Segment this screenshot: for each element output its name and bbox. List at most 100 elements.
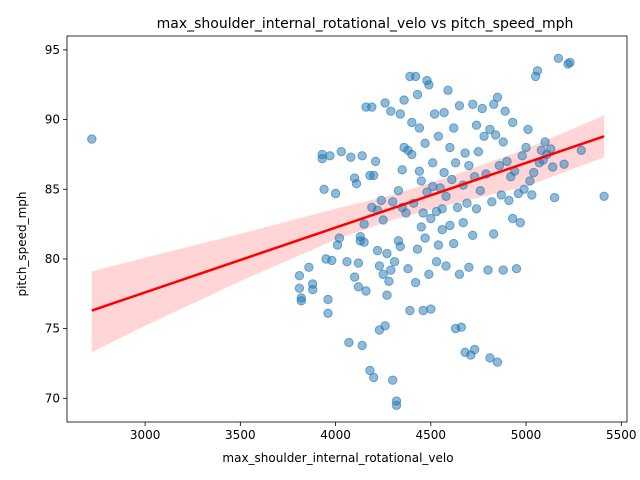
scatter-point	[379, 216, 387, 224]
scatter-point	[526, 177, 534, 185]
scatter-point	[371, 157, 379, 165]
scatter-point	[425, 270, 433, 278]
scatter-point	[343, 258, 351, 266]
scatter-point	[385, 277, 393, 285]
scatter-point	[379, 270, 387, 278]
scatter-point	[305, 263, 313, 271]
x-tick-label: 4000	[320, 428, 351, 442]
scatter-point	[472, 121, 480, 129]
scatter-point	[490, 230, 498, 238]
scatter-point	[566, 58, 574, 66]
scatter-point	[491, 131, 499, 139]
scatter-point	[430, 110, 438, 118]
scatter-point	[434, 241, 442, 249]
scatter-point	[421, 234, 429, 242]
scatter-point	[495, 161, 503, 169]
scatter-point	[463, 199, 471, 207]
scatter-point	[446, 143, 454, 151]
scatter-point	[419, 209, 427, 217]
scatter-point	[503, 157, 511, 165]
scatter-point	[347, 153, 355, 161]
scatter-point	[450, 239, 458, 247]
scatter-point	[415, 124, 423, 132]
x-axis-label: max_shoulder_internal_rotational_velo	[222, 451, 453, 465]
scatter-point	[501, 107, 509, 115]
scatter-point	[484, 266, 492, 274]
scatter-point	[455, 102, 463, 110]
scatter-point	[413, 245, 421, 253]
scatter-point	[427, 305, 435, 313]
scatter-point	[488, 198, 496, 206]
scatter-point	[465, 263, 473, 271]
scatter-point	[370, 171, 378, 179]
scatter-point	[451, 159, 459, 167]
scatter-point	[465, 161, 473, 169]
scatter-point	[427, 214, 435, 222]
scatter-point	[328, 256, 336, 264]
scatter-point	[516, 219, 524, 227]
scatter-point	[368, 103, 376, 111]
scatter-point	[390, 258, 398, 266]
scatter-point	[381, 99, 389, 107]
scatter-point	[381, 322, 389, 330]
scatter-point	[440, 108, 448, 116]
scatter-point	[520, 185, 528, 193]
scatter-point	[377, 196, 385, 204]
scatter-point	[530, 168, 538, 176]
scatter-point	[411, 72, 419, 80]
scatter-point	[455, 270, 463, 278]
scatter-point	[472, 205, 480, 213]
scatter-point	[350, 273, 358, 281]
scatter-point	[469, 231, 477, 239]
scatter-point	[499, 138, 507, 146]
scatter-point	[324, 295, 332, 303]
scatter-point	[389, 376, 397, 384]
scatter-point	[469, 100, 477, 108]
scatter-point	[297, 297, 305, 305]
scatter-point	[476, 187, 484, 195]
scatter-point	[547, 145, 555, 153]
scatter-point	[450, 124, 458, 132]
scatter-point	[480, 132, 488, 140]
scatter-point	[432, 258, 440, 266]
scatter-point	[362, 287, 370, 295]
scatter-point	[396, 242, 404, 250]
scatter-point	[318, 150, 326, 158]
scatter-point	[295, 272, 303, 280]
scatter-point	[493, 93, 501, 101]
y-tick-label: 90	[45, 113, 60, 127]
scatter-point	[438, 205, 446, 213]
scatter-point	[442, 192, 450, 200]
x-axis: 3000 3500 4000 4500 5000 5500	[130, 422, 637, 442]
scatter-point	[387, 266, 395, 274]
scatter-point	[429, 159, 437, 167]
scatter-point	[88, 135, 96, 143]
scatter-point	[438, 226, 446, 234]
scatter-point	[528, 191, 536, 199]
scatter-point	[512, 265, 520, 273]
x-tick-label: 5500	[606, 428, 637, 442]
y-tick-label: 75	[45, 322, 60, 336]
scatter-point	[541, 138, 549, 146]
scatter-point	[478, 104, 486, 112]
scatter-point	[440, 168, 448, 176]
scatter-point	[387, 107, 395, 115]
scatter-point	[413, 90, 421, 98]
scatter-point	[549, 163, 557, 171]
scatter-point	[457, 323, 465, 331]
scatter-point	[358, 341, 366, 349]
scatter-point	[326, 152, 334, 160]
scatter-point	[360, 220, 368, 228]
scatter-point	[550, 193, 558, 201]
scatter-point	[419, 306, 427, 314]
scatter-point	[354, 259, 362, 267]
scatter-point	[389, 198, 397, 206]
scatter-point	[320, 185, 328, 193]
y-axis-label: pitch_speed_mph	[15, 191, 29, 296]
scatter-point	[470, 345, 478, 353]
scatter-point	[505, 196, 513, 204]
chart-title: max_shoulder_internal_rotational_velo vs…	[157, 16, 574, 32]
scatter-point	[459, 219, 467, 227]
scatter-point	[358, 152, 366, 160]
